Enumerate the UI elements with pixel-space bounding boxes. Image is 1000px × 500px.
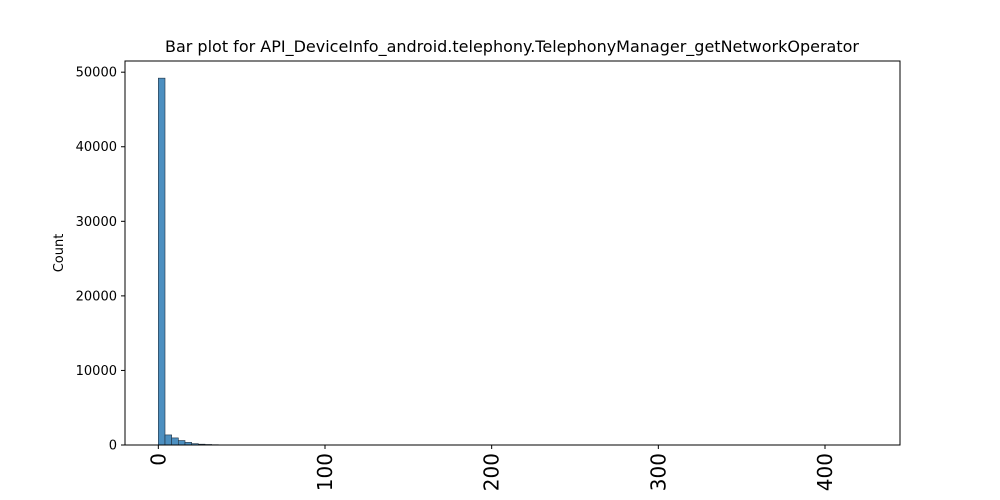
y-tick-label-5: 50000 [76, 66, 117, 81]
x-tick-label-1: 100 [313, 453, 337, 491]
y-tick-label-1: 10000 [76, 364, 117, 379]
x-tick-label-3: 300 [646, 453, 670, 491]
y-tick-label-0: 0 [109, 439, 117, 454]
x-tick-label-0: 0 [146, 453, 170, 466]
bars-group [158, 77, 259, 446]
histogram-bar-2 [171, 437, 179, 446]
y-tick-label-3: 30000 [76, 215, 117, 230]
histogram-bar-1 [164, 434, 172, 446]
y-axis-label: Count [52, 234, 67, 273]
y-tick-label-4: 40000 [76, 140, 117, 155]
chart-title: Bar plot for API_DeviceInfo_android.tele… [165, 37, 859, 57]
x-tick-label-2: 200 [480, 453, 504, 491]
histogram-bar-0 [158, 77, 166, 446]
plot-frame [124, 60, 901, 446]
x-tick-label-4: 400 [813, 453, 837, 491]
y-tick-label-2: 20000 [76, 289, 117, 304]
histogram-bar-3 [178, 440, 186, 446]
y-axis-ticks: 0 10000 20000 30000 40000 50000 [76, 66, 125, 454]
x-axis-ticks: 0 100 200 300 400 [146, 445, 837, 491]
